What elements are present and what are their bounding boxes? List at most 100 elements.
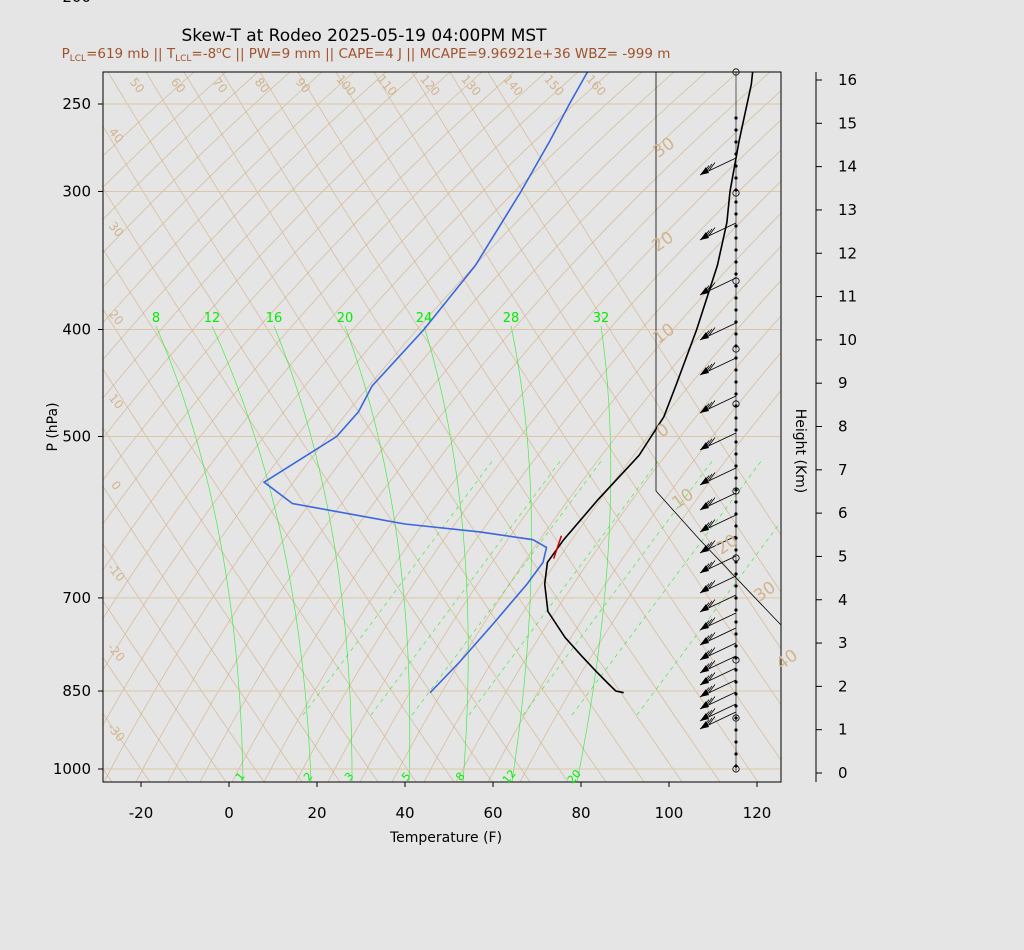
- barb-dot: [734, 572, 738, 576]
- moist-adiabat: [103, 308, 417, 782]
- mixing-ratio-line: [423, 325, 469, 782]
- height-tick-label: 4: [838, 591, 848, 609]
- isobar-marker: [732, 714, 740, 722]
- wind-barb-feather: [702, 165, 710, 174]
- y-axis-label: P (hPa): [45, 402, 61, 451]
- barb-dot: [734, 644, 738, 648]
- barb-dot: [734, 164, 738, 168]
- barb-dot: [734, 380, 738, 384]
- mixing-ratio-label-top: 12: [204, 311, 221, 326]
- height-axis-label: Height (Km): [792, 409, 808, 493]
- moist-adiabat: [103, 427, 341, 782]
- wind-barb-feather: [708, 400, 716, 409]
- x-tick-label: -20: [129, 804, 154, 822]
- isobar-marker: [732, 765, 740, 773]
- height-tick-label: 7: [838, 461, 848, 479]
- barb-dot: [734, 452, 738, 456]
- isobar-marker: [732, 656, 740, 664]
- dry-adiabat: [103, 72, 611, 671]
- dry-adiabat-label: 70: [210, 75, 231, 96]
- saturation-line: [411, 459, 603, 716]
- degree-superscript: o: [216, 46, 222, 56]
- barb-dot: [734, 248, 738, 252]
- height-tick-label: 3: [838, 634, 848, 652]
- wind-barb-feather: [702, 285, 710, 294]
- barb-dot: [734, 128, 738, 132]
- barb-dot: [734, 716, 738, 720]
- dry-adiabat: [391, 245, 781, 782]
- mixing-ratio-line: [576, 325, 612, 782]
- dry-adiabat: [295, 149, 781, 782]
- wind-barb-feather: [702, 699, 710, 708]
- p-tick-label: 500: [62, 427, 91, 445]
- dry-adiabat: [327, 180, 781, 782]
- moist-adiabat: [103, 125, 531, 782]
- wind-barb-feather: [705, 685, 713, 695]
- height-tick-label: 2: [838, 677, 848, 695]
- x-tick-label: 80: [571, 804, 590, 822]
- left-adiabat-label: -20: [104, 640, 127, 664]
- dry-adiabat: [103, 72, 195, 157]
- dry-adiabat: [103, 72, 547, 571]
- dry-adiabat: [103, 72, 355, 324]
- barb-dot: [734, 284, 738, 288]
- barb-dot: [734, 584, 738, 588]
- barb-dot: [734, 524, 738, 528]
- wind-barb-feather: [708, 599, 716, 608]
- wind-barb-feather: [708, 617, 716, 626]
- barb-dot: [734, 476, 738, 480]
- right-adiabat-label: 10: [669, 485, 698, 514]
- height-tick-label: 14: [838, 158, 857, 176]
- p-tick-label: 1000: [53, 760, 91, 778]
- dry-adiabat-label: 130: [458, 72, 483, 99]
- wind-barb-feather: [702, 500, 710, 509]
- wind-barb-feather: [705, 581, 713, 591]
- plot-frame: [102, 71, 782, 783]
- wind-barb-feather: [702, 620, 710, 629]
- barb-dot: [734, 596, 738, 600]
- moist-adiabat: [145, 72, 607, 782]
- wind-barb-feather: [702, 583, 710, 592]
- wind-barb-feather: [705, 438, 713, 448]
- left-adiabat-label: 0: [108, 478, 124, 493]
- wind-barb-feather: [705, 228, 713, 238]
- dry-adiabat: [199, 72, 771, 782]
- wind-barb-feather: [708, 716, 716, 725]
- dry-adiabat: [103, 72, 419, 399]
- isobar-marker: [732, 189, 740, 197]
- subtitle-rest: C || PW=9 mm || CAPE=4 J || MCAPE=9.9692…: [222, 46, 671, 62]
- barb-dot: [734, 728, 738, 732]
- wind-barb-feather: [705, 661, 713, 671]
- wind-barb-feather: [702, 711, 710, 720]
- parcel-line: [552, 535, 563, 559]
- moist-adiabat: [103, 187, 493, 782]
- right-adiabat-label: 40: [773, 646, 802, 675]
- isobars: [103, 103, 781, 770]
- dry-adiabat: [103, 72, 259, 220]
- isobar-marker: [732, 487, 740, 495]
- moist-adiabat: [373, 72, 781, 706]
- dry-adiabat-label: 140: [500, 72, 525, 99]
- wind-barb-feather: [702, 475, 710, 484]
- wind-barb-feather: [702, 365, 710, 374]
- wind-barb-feather: [705, 498, 713, 508]
- wind-barb-feather: [705, 363, 713, 373]
- dry-adiabat: [167, 72, 739, 782]
- wind-barb-feather: [705, 618, 713, 628]
- barb-dot: [734, 332, 738, 336]
- wind-barb-feather: [705, 541, 713, 551]
- chart-title: Skew-T at Rodeo 2025-05-19 04:00PM MST: [181, 26, 547, 46]
- moist-adiabat: [297, 72, 759, 782]
- profiles: [262, 72, 754, 694]
- wind-barb-feather: [708, 227, 716, 236]
- barb-dot: [734, 488, 738, 492]
- height-tick-label: 15: [838, 114, 857, 132]
- height-tick-label: 5: [838, 547, 848, 565]
- wind-barb-feather: [708, 580, 716, 589]
- left-adiabat-label: 10: [106, 391, 127, 412]
- barb-dot: [734, 608, 738, 612]
- wind-barb-feather: [705, 283, 713, 293]
- barb-dot: [734, 632, 738, 636]
- wind-barb-feather: [708, 672, 716, 681]
- wind-barb-feather: [705, 648, 713, 658]
